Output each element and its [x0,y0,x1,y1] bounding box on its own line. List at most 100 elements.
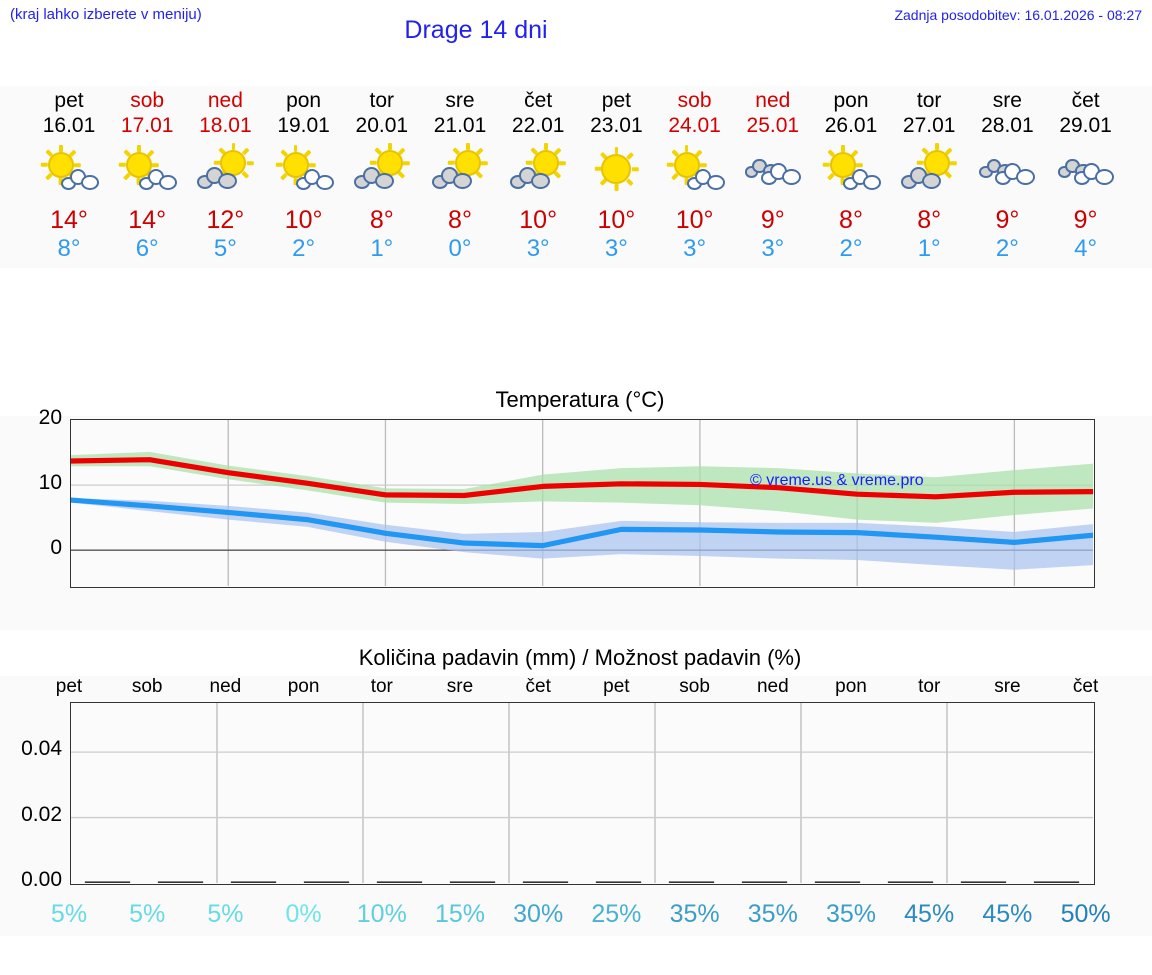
weather-icon-cloudy [968,141,1046,197]
precipitation-bar [157,881,204,883]
temperature-max-value: 10° [597,206,636,234]
temperature-min-value: 2° [839,235,863,262]
day-column[interactable]: sre 28.01 9° 2° [968,86,1046,263]
precipitation-day-label: pet [55,676,83,697]
precipitation-probability-label: 35% [747,900,798,928]
precipitation-day-label: pon [835,676,867,697]
page-header: (kraj lahko izberete v meniju) Drage 14 … [0,0,1152,84]
precipitation-y-tick-label: 0.02 [21,802,62,826]
temperature-min-value: 0° [448,235,472,262]
day-of-week-label: tor [916,89,942,112]
weather-icon-cloud-sun [499,141,577,197]
temperature-min-value: 6° [135,235,159,262]
day-column[interactable]: sob 24.01 10° 3° [656,86,734,263]
precipitation-chart-block: Količina padavin (mm) / Možnost padavin … [0,640,1152,975]
temperature-max-value: 14° [128,206,167,234]
day-of-week-label: ned [755,89,791,112]
precipitation-probability-label: 25% [591,900,642,928]
precipitation-probability-label: 50% [1060,900,1111,928]
weather-icon-cloud-sun [421,141,499,197]
precipitation-bar [960,881,1007,883]
precipitation-y-tick-label: 0.00 [21,868,62,891]
day-date-label: 26.01 [824,114,878,137]
day-of-week-label: sre [445,89,475,112]
precipitation-day-label: pon [287,676,320,697]
day-of-week-label: pon [833,89,869,112]
day-column[interactable]: pet 16.01 14° 8° [30,86,108,263]
precipitation-day-label: sre [994,676,1021,697]
weather-icon-sun [577,141,655,197]
precipitation-probability-label: 10% [356,900,407,928]
precipitation-bar [230,881,277,883]
precipitation-day-label: pet [603,676,630,697]
daily-forecast-strip: pet 16.01 14° 8° sob 17.01 14° 6° ned 18.01 12° 5° p… [0,86,1152,268]
precipitation-day-label: tor [918,676,941,697]
day-of-week-label: čet [524,89,553,112]
precipitation-bar [522,881,569,883]
temperature-max-value: 8° [448,206,472,234]
day-column[interactable]: ned 25.01 9° 3° [734,86,812,263]
day-column[interactable]: tor 20.01 8° 1° [343,86,421,263]
precipitation-bar [741,881,788,883]
menu-hint-text: (kraj lahko izberete v meniju) [10,6,202,23]
day-date-label: 25.01 [746,114,800,137]
precipitation-bar [449,881,496,883]
precipitation-bar [595,881,642,883]
precipitation-day-label: sre [446,676,474,697]
precipitation-probability-label: 5% [129,900,166,928]
page-title: Drage 14 dni [404,16,548,44]
precipitation-probability-label: 35% [669,900,720,928]
precipitation-plot-area [70,702,1095,885]
precipitation-bar [814,881,861,883]
temperature-plot-svg [71,420,1093,586]
copyright-text: © vreme.us & vreme.pro [750,472,924,489]
day-column[interactable]: pon 19.01 10° 2° [265,86,343,263]
temperature-chart-block: Temperatura (°C) 20 10 0 © vreme.us & vreme… [0,375,1152,630]
day-column[interactable]: pon 26.01 8° 2° [812,86,890,263]
temperature-max-value: 9° [995,206,1020,234]
temperature-max-value: 9° [1073,206,1098,234]
day-column[interactable]: sob 17.01 14° 6° [108,86,186,263]
day-of-week-label: ned [207,89,243,112]
weather-icon-cloud-sun [890,141,968,197]
temperature-max-value: 10° [284,206,323,234]
weather-icon-cloud-sun [186,141,264,197]
precipitation-y-tick-label: 0.04 [21,737,62,761]
temperature-min-value: 3° [683,235,707,262]
temperature-min-value: 3° [604,235,628,262]
confidence-band-min [71,498,1093,570]
weather-icon-cloud-sun [343,141,421,197]
day-column[interactable]: čet 22.01 10° 3° [499,86,577,263]
precipitation-plot-svg [71,703,1093,883]
temperature-max-value: 8° [369,206,394,234]
precipitation-probability-label: 35% [825,900,877,928]
day-column[interactable]: čet 29.01 9° 4° [1047,86,1125,263]
precipitation-bar [668,881,715,883]
precipitation-day-label: ned [756,676,789,697]
day-column[interactable]: pet 23.01 10° 3° [577,86,655,263]
weather-icon-sun-cloud [108,141,186,197]
precipitation-probability-label: 5% [207,900,244,928]
temperature-min-value: 3° [761,235,785,262]
precipitation-probability-label: 5% [50,900,88,928]
weather-icon-cloudy [1047,141,1125,197]
weather-icon-cloudy [734,141,812,197]
temperature-plot-area [70,419,1095,588]
precipitation-day-label: ned [209,676,242,697]
temperature-min-value: 1° [917,235,941,262]
day-of-week-label: pon [286,89,322,112]
precipitation-day-label: sob [131,676,163,697]
day-date-label: 17.01 [120,114,174,137]
temperature-min-value: 4° [1074,235,1098,262]
day-column[interactable]: ned 18.01 12° 5° [186,86,264,263]
temperature-min-value: 2° [292,235,316,262]
day-of-week-label: sob [677,89,712,112]
day-column[interactable]: tor 27.01 8° 1° [890,86,968,263]
day-of-week-label: pet [54,89,84,112]
weather-icon-sun-cloud [30,141,108,197]
day-column[interactable]: sre 21.01 8° 0° [421,86,499,263]
day-date-label: 28.01 [981,114,1034,137]
temperature-max-value: 9° [760,206,785,234]
precipitation-bar [887,881,934,883]
temperature-min-value: 1° [370,235,394,262]
